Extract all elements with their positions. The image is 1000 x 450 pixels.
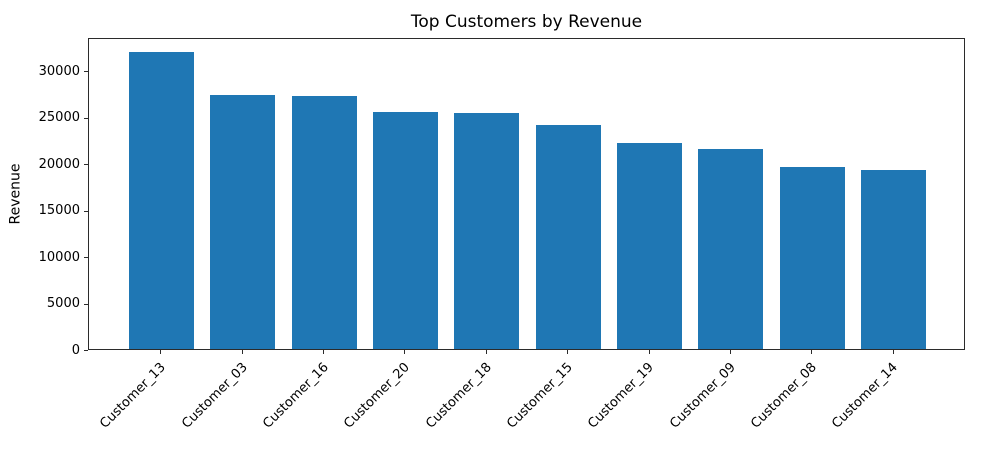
y-tick-label: 20000 bbox=[38, 156, 80, 172]
y-tick-mark bbox=[84, 117, 88, 119]
plot-area bbox=[88, 38, 965, 350]
x-tick-mark bbox=[241, 350, 243, 354]
bar-Customer_14 bbox=[861, 169, 927, 349]
x-tick-label-Customer_09: Customer_09 bbox=[666, 360, 739, 432]
bar-Customer_15 bbox=[535, 125, 601, 349]
bar-Customer_18 bbox=[454, 113, 520, 349]
bar-Customer_16 bbox=[291, 96, 357, 349]
y-tick-label: 25000 bbox=[38, 110, 80, 126]
bar-Customer_13 bbox=[128, 51, 194, 349]
y-tick-label: 0 bbox=[71, 342, 80, 358]
y-tick-mark bbox=[84, 303, 88, 305]
y-tick-label: 5000 bbox=[46, 296, 80, 312]
x-tick-label-Customer_03: Customer_03 bbox=[178, 360, 251, 432]
bar-Customer_03 bbox=[210, 94, 276, 349]
x-tick-label-Customer_08: Customer_08 bbox=[748, 360, 820, 432]
y-tick-mark bbox=[84, 350, 88, 351]
x-tick-label-Customer_18: Customer_18 bbox=[422, 360, 495, 432]
bar-Customer_19 bbox=[616, 142, 683, 349]
bar-Customer_20 bbox=[372, 112, 438, 349]
x-tick-label-Customer_13: Customer_13 bbox=[97, 360, 169, 432]
x-tick-mark bbox=[485, 350, 487, 354]
x-tick-mark bbox=[567, 350, 569, 354]
x-tick-mark bbox=[892, 350, 894, 354]
x-tick-mark bbox=[404, 350, 406, 354]
y-tick-mark bbox=[84, 257, 88, 259]
y-tick-label: 15000 bbox=[38, 203, 80, 219]
bar-Customer_09 bbox=[698, 149, 764, 349]
x-tick-label-Customer_16: Customer_16 bbox=[260, 360, 332, 432]
y-tick-label: 10000 bbox=[38, 249, 80, 265]
y-tick-mark bbox=[84, 71, 88, 73]
y-tick-mark bbox=[84, 164, 88, 166]
bar-Customer_08 bbox=[779, 167, 845, 349]
x-tick-mark bbox=[323, 350, 325, 354]
x-tick-label-Customer_19: Customer_19 bbox=[585, 360, 658, 432]
x-tick-mark bbox=[729, 350, 731, 354]
x-tick-mark bbox=[811, 350, 813, 354]
y-tick-mark bbox=[84, 210, 88, 212]
x-tick-mark bbox=[160, 350, 162, 354]
x-tick-label-Customer_15: Customer_15 bbox=[504, 360, 576, 432]
chart-title: Top Customers by Revenue bbox=[410, 12, 643, 32]
x-tick-mark bbox=[648, 350, 650, 354]
x-tick-label-Customer_20: Customer_20 bbox=[341, 360, 414, 432]
y-tick-label: 30000 bbox=[38, 63, 80, 79]
x-tick-label-Customer_14: Customer_14 bbox=[829, 360, 902, 432]
